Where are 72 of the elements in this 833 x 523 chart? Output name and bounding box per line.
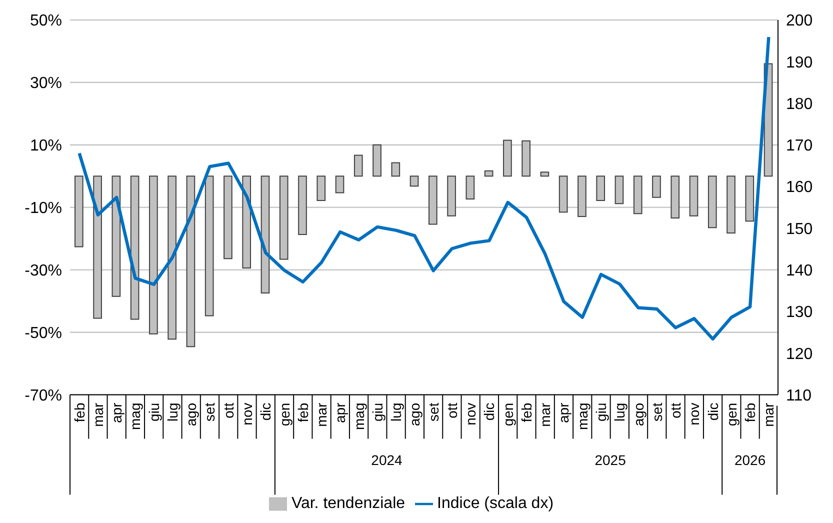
x-tick-label: gen xyxy=(500,402,516,426)
bar xyxy=(652,176,661,198)
x-tick-label: feb xyxy=(294,402,311,422)
x-tick-label: set xyxy=(648,402,665,422)
x-tick-label: apr xyxy=(556,402,572,423)
bar xyxy=(335,176,344,194)
x-tick-label: lug xyxy=(612,402,628,422)
y-tick-label: 10% xyxy=(30,138,62,155)
bar xyxy=(410,176,419,187)
bar xyxy=(614,176,624,204)
y2-tick-label: 180 xyxy=(786,96,813,113)
y2-tick-label: 170 xyxy=(786,138,813,155)
y2-tick-label: 200 xyxy=(786,12,813,30)
x-tick-label: ago xyxy=(630,402,646,426)
x-tick-label: gen xyxy=(723,402,740,426)
y2-tick-label: 160 xyxy=(786,179,813,196)
y-tick-label: -70% xyxy=(24,387,62,404)
x-tick-label: ott xyxy=(220,402,236,418)
x-tick-label: mar xyxy=(90,402,106,427)
y-tick-label: -10% xyxy=(24,200,62,218)
y2-tick-label: 120 xyxy=(786,346,813,363)
legend-label: Var. tendenziale xyxy=(291,495,406,512)
x-tick-label: ott xyxy=(444,402,460,418)
y-tick-label: 30% xyxy=(30,75,62,92)
bar xyxy=(596,176,606,202)
x-tick-label: dic xyxy=(704,402,721,421)
text: 2026 xyxy=(734,452,766,468)
y-tick-label: 50% xyxy=(30,12,62,30)
x-tick-label: set xyxy=(202,402,218,422)
y-tick-label: -30% xyxy=(24,262,62,280)
x-tick-label: mar xyxy=(314,402,330,427)
y2-tick-label: 140 xyxy=(786,262,813,280)
x-tick-label: dic xyxy=(481,402,498,421)
x-tick-label: giu xyxy=(369,402,386,422)
x-tick-label: ago xyxy=(406,402,423,426)
bar xyxy=(391,162,400,177)
bar xyxy=(466,176,475,200)
x-tick-label: mag xyxy=(127,402,144,430)
x-tick-label: nov xyxy=(462,402,479,426)
x-tick-label: ott xyxy=(668,402,684,418)
x-tick-label: feb xyxy=(518,402,534,422)
x-tick-label: dic xyxy=(258,402,274,421)
bar xyxy=(484,170,494,177)
x-tick-label: lug xyxy=(388,402,404,422)
y2-tick-label: 130 xyxy=(786,304,813,322)
y2-tick-label: 190 xyxy=(786,54,813,72)
bar xyxy=(316,176,326,202)
bar xyxy=(540,172,550,177)
bar xyxy=(354,154,363,177)
text: 2025 xyxy=(594,452,626,468)
y2-tick-label: 110 xyxy=(786,387,812,404)
x-tick-label: nov xyxy=(686,402,702,426)
legend-label: Indice (scala dx) xyxy=(437,495,554,512)
x-tick-label: apr xyxy=(332,402,348,423)
x-tick-label: mar xyxy=(537,402,554,427)
x-tick-label: gen xyxy=(276,402,292,426)
x-tick-label: mag xyxy=(350,402,367,430)
y2-tick-label: 150 xyxy=(786,220,813,238)
x-tick-label: feb xyxy=(71,402,88,422)
x-tick-label: apr xyxy=(108,402,125,423)
line-series xyxy=(78,35,770,341)
x-tick-label: lug xyxy=(164,402,180,422)
y-tick-label: -50% xyxy=(24,324,62,342)
x-tick-label: feb xyxy=(742,402,758,422)
x-tick-label: ago xyxy=(183,402,200,426)
text: 2024 xyxy=(371,452,403,468)
x-tick-label: nov xyxy=(239,402,255,426)
x-tick-label: set xyxy=(425,402,442,422)
x-tick-label: giu xyxy=(593,402,609,422)
x-tick-label: mag xyxy=(574,402,590,430)
x-tick-label: mar xyxy=(760,402,777,427)
x-tick-label: giu xyxy=(146,402,162,422)
